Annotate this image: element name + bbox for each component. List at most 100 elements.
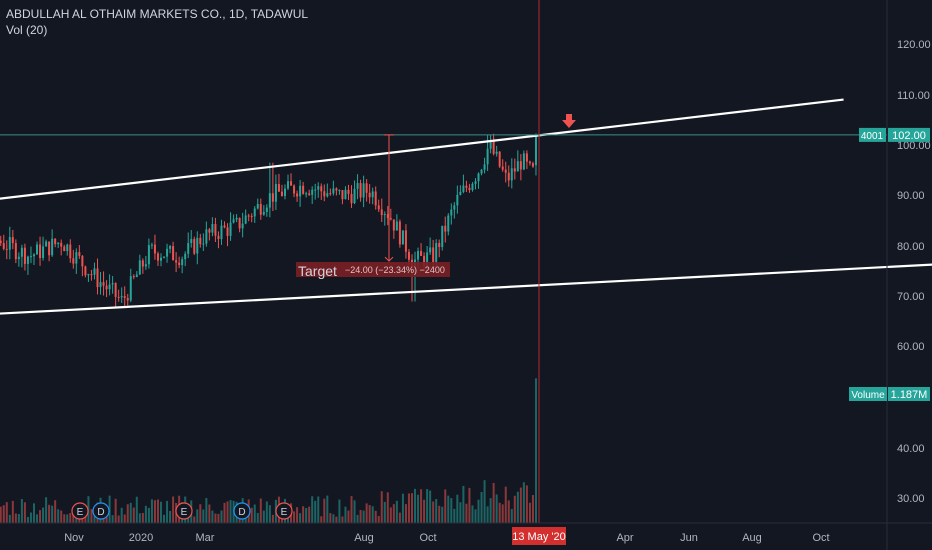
volume-bar bbox=[205, 498, 208, 523]
candle-body bbox=[471, 183, 474, 191]
down-arrow-icon bbox=[562, 114, 576, 128]
volume-bar bbox=[108, 495, 111, 523]
candle-body bbox=[66, 244, 69, 252]
candle-body bbox=[483, 164, 486, 170]
event-marker-e[interactable] bbox=[275, 502, 293, 520]
target-box[interactable] bbox=[296, 262, 450, 277]
event-marker-e[interactable] bbox=[71, 502, 89, 520]
candle-body bbox=[54, 238, 57, 245]
candle-body bbox=[72, 258, 75, 264]
candle-body bbox=[23, 247, 26, 264]
volume-bar bbox=[163, 514, 166, 523]
candle-body bbox=[147, 245, 150, 265]
volume-bar bbox=[202, 509, 205, 523]
candle-body bbox=[20, 247, 23, 257]
volume-bar bbox=[32, 503, 35, 523]
volume-bar bbox=[525, 485, 528, 523]
volume-bar bbox=[259, 498, 262, 523]
volume-bar bbox=[389, 507, 392, 523]
volume-bar bbox=[193, 516, 196, 523]
candle-body bbox=[172, 246, 175, 261]
volume-bar bbox=[486, 506, 489, 523]
volume-bar bbox=[299, 513, 302, 523]
candle-body bbox=[468, 187, 471, 191]
candle-body bbox=[305, 193, 308, 195]
volume-bar bbox=[335, 516, 338, 523]
volume-bar bbox=[417, 494, 420, 523]
volume-bar bbox=[60, 510, 63, 523]
volume-bar bbox=[153, 500, 156, 523]
volume-bar bbox=[229, 500, 232, 523]
volume-bar bbox=[429, 490, 432, 523]
candle-body bbox=[265, 207, 268, 212]
candle-body bbox=[283, 188, 286, 196]
volume-bar bbox=[498, 502, 501, 523]
volume-bar bbox=[132, 507, 135, 523]
candle-body bbox=[477, 173, 480, 182]
volume-bar bbox=[117, 515, 120, 523]
volume-bar bbox=[36, 514, 39, 523]
candle-body bbox=[160, 257, 162, 261]
volume-bar bbox=[468, 487, 471, 523]
price-tick-label: 90.00 bbox=[897, 190, 925, 202]
volume-bar bbox=[314, 500, 317, 523]
candle-body bbox=[153, 244, 156, 254]
volume-badge bbox=[849, 387, 887, 401]
candle-body bbox=[332, 188, 335, 194]
volume-bar bbox=[423, 499, 426, 523]
volume-bar bbox=[465, 503, 468, 523]
volume-bar bbox=[42, 507, 45, 523]
event-marker-d[interactable] bbox=[92, 502, 110, 520]
volume-bar bbox=[268, 505, 271, 523]
candle-body bbox=[5, 248, 8, 250]
candle-body bbox=[365, 183, 368, 193]
volume-bar bbox=[453, 508, 456, 523]
volume-bar bbox=[271, 514, 274, 523]
symbol-badge bbox=[859, 127, 886, 142]
volume-bar bbox=[217, 513, 220, 523]
trendline-lower[interactable] bbox=[0, 256, 932, 317]
volume-bar bbox=[368, 505, 371, 523]
volume-bar bbox=[362, 510, 365, 523]
candle-body bbox=[486, 148, 489, 165]
event-marker-d[interactable] bbox=[233, 502, 251, 520]
candle-body bbox=[144, 264, 147, 267]
candle-body bbox=[32, 254, 35, 257]
candle-body bbox=[105, 285, 108, 290]
candle-body bbox=[474, 181, 477, 184]
volume-bar bbox=[338, 499, 341, 523]
candle-body bbox=[126, 298, 129, 301]
candle-body bbox=[308, 193, 311, 195]
candle-body bbox=[344, 189, 347, 200]
candle-body bbox=[217, 235, 220, 240]
volume-bar bbox=[320, 516, 323, 523]
candle-body bbox=[323, 191, 326, 197]
candle-body bbox=[429, 247, 432, 253]
candle-body bbox=[208, 229, 211, 233]
candle-body bbox=[456, 194, 459, 206]
volume-bar bbox=[57, 509, 60, 523]
candle-body bbox=[129, 276, 132, 301]
volume-bar bbox=[516, 491, 519, 523]
volume-bar bbox=[11, 500, 14, 523]
trendline-upper[interactable] bbox=[0, 98, 844, 206]
volume-bar bbox=[359, 510, 362, 523]
volume-bar bbox=[459, 502, 462, 523]
candle-body bbox=[280, 191, 283, 196]
candle-body bbox=[389, 218, 392, 220]
candle-body bbox=[262, 211, 265, 215]
time-tick-label: Apr bbox=[616, 532, 633, 544]
volume-bar bbox=[344, 506, 347, 523]
candle-body bbox=[522, 153, 525, 170]
candle-body bbox=[178, 262, 181, 266]
candle-body bbox=[36, 244, 39, 255]
event-marker-e[interactable] bbox=[175, 502, 193, 520]
volume-badge-label: Volume bbox=[851, 390, 885, 401]
volume-bar bbox=[386, 492, 389, 523]
time-tick-label: Aug bbox=[742, 532, 762, 544]
volume-bar bbox=[398, 512, 401, 523]
candle-body bbox=[492, 140, 495, 154]
volume-bar bbox=[105, 513, 108, 523]
